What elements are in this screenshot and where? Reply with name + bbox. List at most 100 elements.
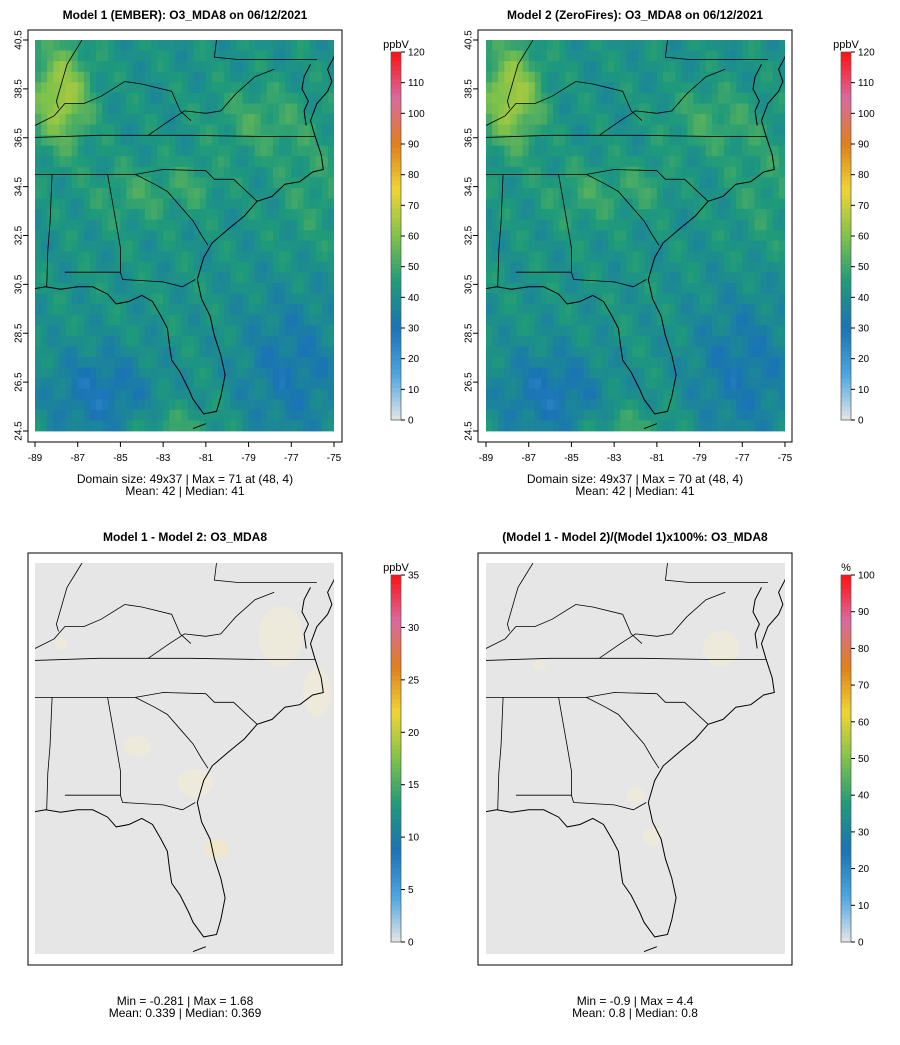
colorbar-segment — [391, 698, 401, 704]
cell — [565, 251, 572, 263]
cell — [144, 156, 152, 168]
cell — [41, 283, 48, 295]
x-tick-label: -79 — [241, 453, 256, 464]
cell — [656, 198, 664, 210]
cell — [595, 251, 603, 263]
cell — [218, 283, 225, 295]
cell — [559, 261, 566, 273]
cell — [254, 230, 262, 242]
cell — [224, 388, 231, 400]
cell — [132, 409, 140, 421]
cell — [662, 71, 670, 83]
cell — [632, 409, 639, 421]
colorbar-segment — [391, 822, 401, 828]
cell — [114, 61, 121, 73]
cell — [498, 409, 505, 421]
cell — [510, 293, 517, 305]
cell — [83, 378, 91, 390]
colorbar-segment — [391, 121, 401, 126]
cell — [540, 261, 548, 273]
cell — [638, 92, 646, 104]
cell — [224, 409, 231, 421]
colorbar-tick-label: 25 — [408, 675, 420, 686]
cell — [285, 50, 292, 62]
cell — [644, 367, 652, 379]
cell — [266, 124, 274, 136]
cell — [175, 261, 182, 273]
cell — [760, 209, 768, 221]
cell — [41, 103, 48, 115]
cell — [687, 335, 694, 347]
x-tick-label: -75 — [778, 453, 793, 464]
cell — [595, 187, 603, 199]
cell — [547, 61, 554, 73]
cell — [114, 230, 121, 242]
cell — [71, 420, 79, 432]
cell — [205, 198, 213, 210]
cell — [35, 92, 42, 104]
cell — [528, 272, 536, 284]
cell — [144, 420, 152, 432]
cell — [772, 198, 780, 210]
cell — [754, 314, 761, 326]
cell — [528, 251, 536, 263]
cell — [608, 304, 615, 316]
cell — [211, 135, 219, 147]
cell — [236, 325, 243, 337]
cell — [693, 156, 700, 168]
cell — [748, 314, 755, 326]
cell — [687, 92, 694, 104]
cell — [315, 71, 323, 83]
cell — [656, 399, 664, 411]
cell — [766, 61, 774, 73]
cell — [163, 209, 170, 221]
cell — [687, 283, 694, 295]
cell — [748, 113, 755, 125]
cell — [254, 135, 262, 147]
cell — [181, 219, 188, 231]
cell — [705, 103, 713, 115]
cell — [230, 92, 237, 104]
cell — [181, 82, 188, 94]
cell — [315, 346, 323, 358]
cell — [632, 113, 639, 125]
cell — [498, 92, 505, 104]
cell — [77, 187, 85, 199]
colorbar-segment — [841, 341, 851, 347]
cell — [315, 145, 323, 157]
cell — [47, 50, 54, 62]
cell — [96, 399, 103, 411]
cell — [157, 82, 164, 94]
cell — [260, 272, 268, 284]
cell — [583, 357, 591, 368]
cell — [711, 198, 719, 210]
cell — [230, 346, 237, 358]
cell — [498, 177, 505, 189]
cell — [656, 219, 664, 231]
cell — [248, 61, 256, 73]
cell — [315, 293, 323, 305]
cell — [675, 177, 682, 189]
cell — [553, 124, 560, 136]
cell — [589, 156, 597, 168]
colorbar-segment — [841, 923, 851, 929]
cell — [723, 399, 731, 411]
cell — [693, 219, 700, 231]
cell — [632, 124, 639, 136]
cell — [571, 124, 578, 136]
cell — [53, 367, 60, 379]
cell — [47, 135, 54, 147]
cell — [626, 71, 633, 83]
cell — [559, 166, 566, 178]
cell — [510, 124, 517, 136]
cell — [650, 346, 658, 358]
cell — [321, 293, 329, 305]
cell — [778, 40, 785, 51]
cell — [260, 230, 268, 242]
cell — [504, 82, 511, 94]
cell — [772, 283, 780, 295]
cell — [638, 71, 646, 83]
cell — [41, 293, 48, 305]
cell — [534, 420, 542, 432]
cell — [486, 187, 493, 199]
